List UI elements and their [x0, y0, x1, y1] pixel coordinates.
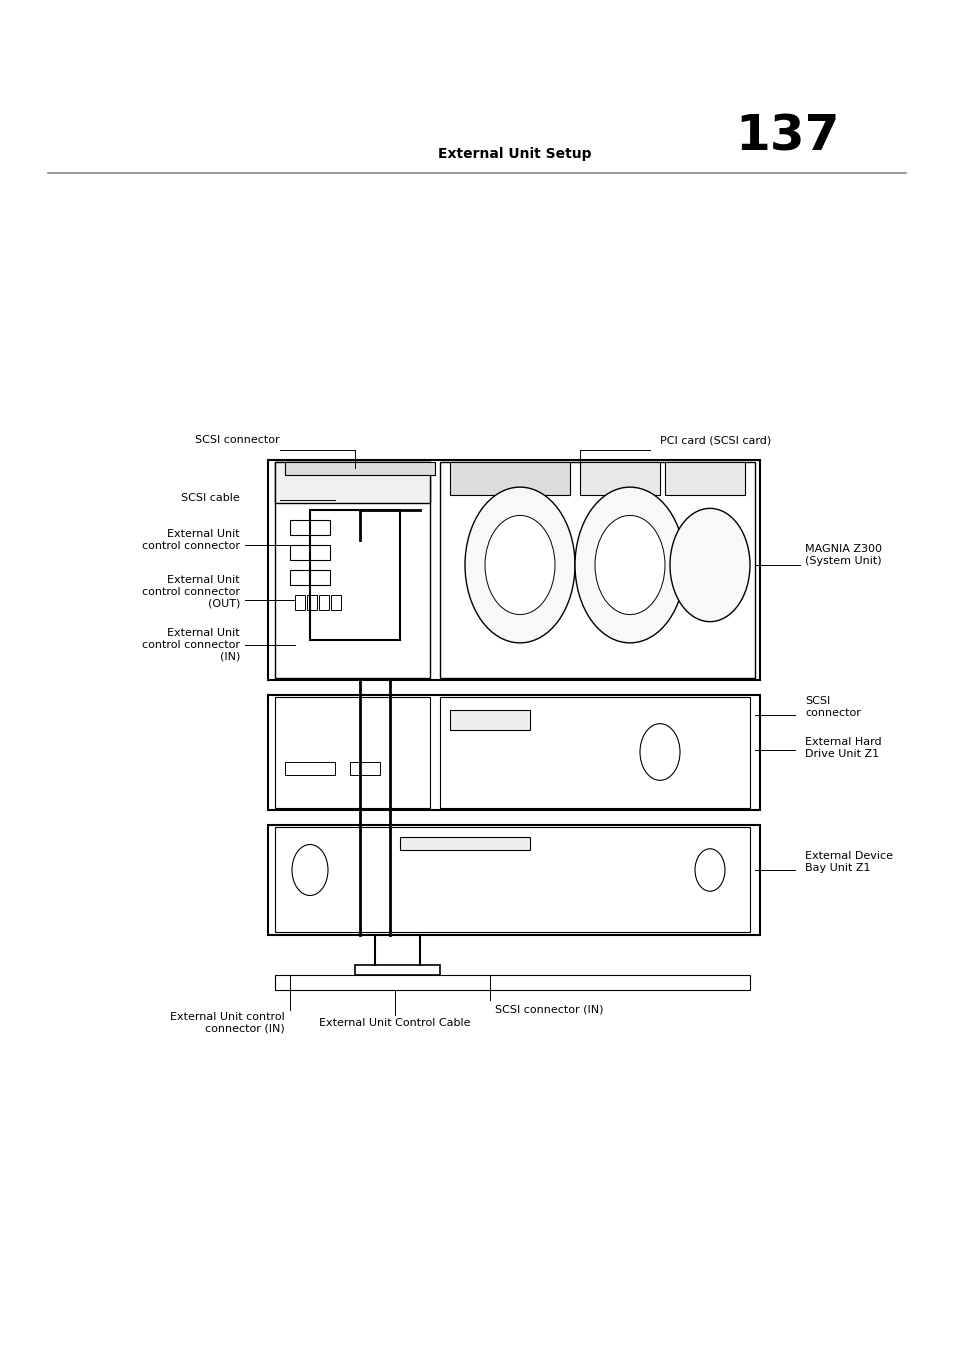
Bar — [450, 711, 530, 730]
Circle shape — [639, 724, 679, 781]
Text: SCSI cable: SCSI cable — [181, 493, 240, 503]
Bar — [664, 462, 744, 494]
Bar — [285, 462, 435, 476]
Bar — [290, 570, 330, 585]
Bar — [355, 965, 439, 975]
Text: 137: 137 — [734, 112, 839, 161]
Bar — [318, 594, 329, 611]
Circle shape — [595, 516, 664, 615]
Circle shape — [484, 516, 555, 615]
Text: External Unit Control Cable: External Unit Control Cable — [319, 1019, 470, 1028]
Bar — [439, 462, 754, 678]
Text: External Unit control
connector (IN): External Unit control connector (IN) — [170, 1012, 285, 1034]
Text: External Unit Setup: External Unit Setup — [437, 147, 591, 161]
Bar — [274, 697, 430, 808]
Bar — [290, 544, 330, 561]
Text: PCI card (SCSI card): PCI card (SCSI card) — [659, 435, 770, 444]
Circle shape — [292, 844, 328, 896]
Bar — [439, 697, 749, 808]
Bar — [331, 594, 340, 611]
Text: External Unit
control connector
(IN): External Unit control connector (IN) — [142, 628, 240, 662]
Bar — [450, 462, 569, 494]
Bar — [310, 509, 399, 640]
Bar — [268, 694, 760, 811]
Text: External Unit
control connector
(OUT): External Unit control connector (OUT) — [142, 576, 240, 608]
Text: MAGNIA Z300
(System Unit): MAGNIA Z300 (System Unit) — [804, 544, 882, 566]
Text: External Unit
control connector: External Unit control connector — [142, 530, 240, 551]
Text: SCSI
connector: SCSI connector — [804, 696, 860, 717]
Bar — [350, 762, 379, 775]
Bar — [274, 827, 749, 932]
Bar — [285, 762, 335, 775]
Circle shape — [464, 488, 575, 643]
Text: SCSI connector: SCSI connector — [195, 435, 280, 444]
Bar — [274, 975, 749, 990]
Bar — [274, 462, 430, 503]
Circle shape — [669, 508, 749, 621]
Bar — [290, 520, 330, 535]
Bar — [579, 462, 659, 494]
Text: External Device
Bay Unit Z1: External Device Bay Unit Z1 — [804, 851, 892, 873]
Bar — [274, 462, 430, 678]
Bar — [268, 825, 760, 935]
Bar — [268, 459, 760, 680]
Bar — [307, 594, 316, 611]
Text: External Hard
Drive Unit Z1: External Hard Drive Unit Z1 — [804, 738, 881, 759]
Circle shape — [575, 488, 684, 643]
Bar — [399, 838, 530, 850]
Bar — [294, 594, 305, 611]
Text: SCSI connector (IN): SCSI connector (IN) — [495, 1005, 603, 1015]
Circle shape — [695, 848, 724, 892]
